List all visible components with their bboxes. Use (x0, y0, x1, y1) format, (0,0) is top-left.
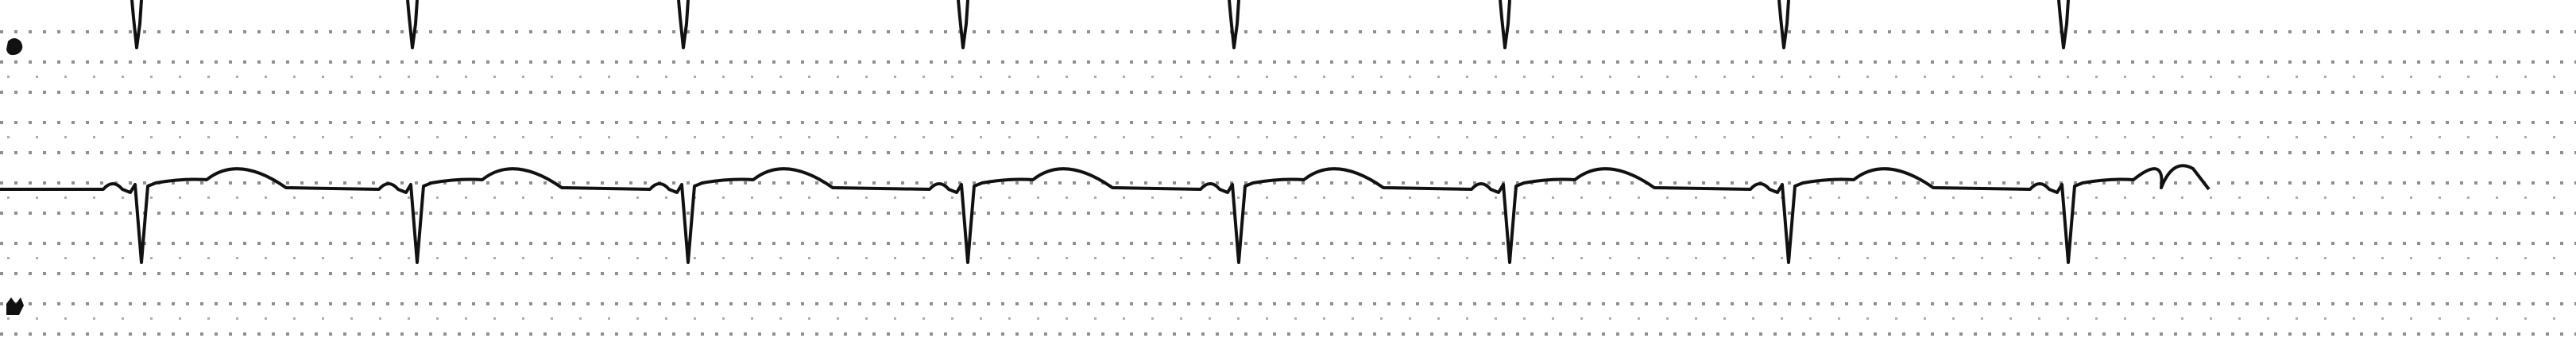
lead-marker (6, 38, 23, 56)
lead-marker (6, 297, 24, 315)
ecg-trace (0, 164, 2210, 264)
ecg-trace (130, 0, 2070, 49)
traces (0, 0, 2210, 264)
